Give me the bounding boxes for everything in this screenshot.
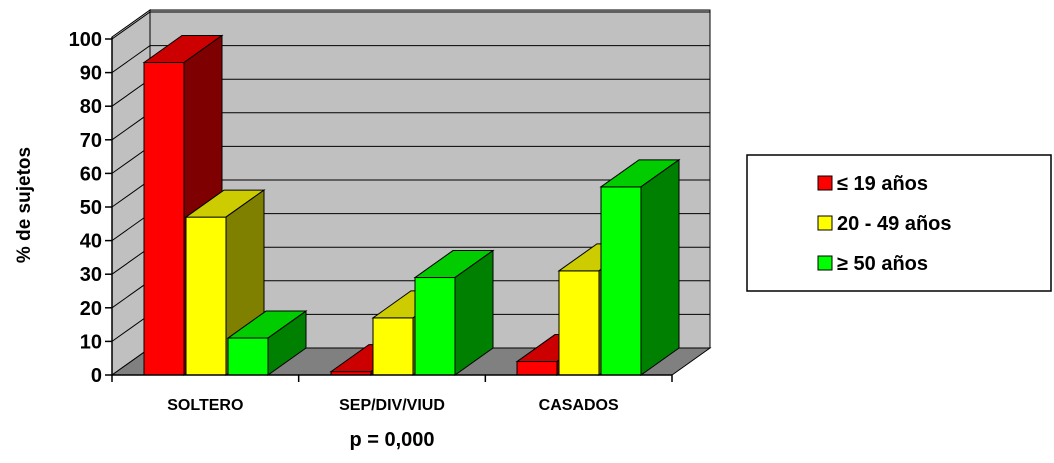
bar bbox=[413, 249, 495, 376]
gridline bbox=[111, 45, 710, 74]
legend-label: ≥ 50 años bbox=[837, 253, 928, 275]
bar-front bbox=[600, 186, 642, 376]
y-tick-label: 80 bbox=[80, 96, 102, 118]
y-tick-label: 60 bbox=[80, 163, 102, 185]
legend-swatch bbox=[817, 175, 833, 191]
legend-label: 20 - 49 años bbox=[837, 213, 952, 235]
y-tick-label: 100 bbox=[69, 29, 102, 51]
legend-swatch bbox=[817, 215, 833, 231]
legend-entry: 20 - 49 años bbox=[817, 213, 952, 235]
bar-front bbox=[414, 277, 456, 376]
bar-front bbox=[516, 361, 558, 376]
legend-entry: ≤ 19 años bbox=[817, 173, 928, 195]
y-tick-label: 20 bbox=[80, 298, 102, 320]
bar-front bbox=[185, 216, 227, 376]
y-tick-label: 0 bbox=[91, 365, 102, 387]
x-tick-label: CASADOS bbox=[539, 397, 619, 414]
y-tick-label: 50 bbox=[80, 197, 102, 219]
y-tick-label: 90 bbox=[80, 63, 102, 85]
bar-front bbox=[227, 337, 269, 376]
y-axis-title: % de sujetos bbox=[14, 147, 35, 263]
x-tick-label: SEP/DIV/VIUD bbox=[339, 397, 445, 414]
legend-box bbox=[746, 154, 1052, 292]
legend-entry: ≥ 50 años bbox=[817, 253, 928, 275]
y-tick-label: 40 bbox=[80, 231, 102, 253]
gridline bbox=[111, 11, 710, 40]
bar-front bbox=[372, 317, 414, 376]
bar-front bbox=[558, 270, 600, 376]
x-axis-title: p = 0,000 bbox=[349, 429, 434, 451]
y-tick-label: 10 bbox=[80, 331, 102, 353]
bar-front bbox=[143, 62, 185, 376]
legend-swatch bbox=[817, 255, 833, 271]
bar-side bbox=[640, 158, 680, 376]
x-tick-label: SOLTERO bbox=[167, 397, 243, 414]
y-tick-label: 70 bbox=[80, 130, 102, 152]
legend-label: ≤ 19 años bbox=[837, 173, 928, 195]
y-tick-label: 30 bbox=[80, 264, 102, 286]
bar bbox=[599, 158, 681, 376]
bar-side bbox=[454, 249, 494, 376]
bar-side bbox=[267, 310, 307, 376]
bar bbox=[226, 310, 308, 376]
